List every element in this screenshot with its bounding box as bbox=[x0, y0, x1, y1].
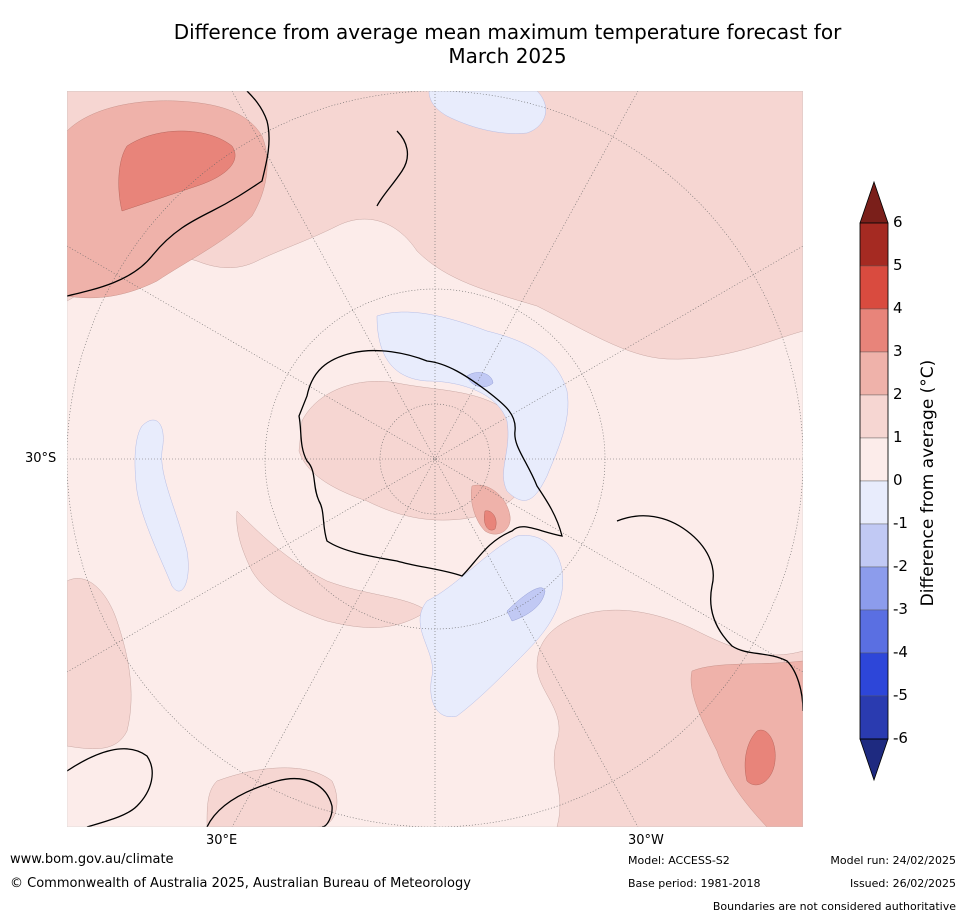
colorbar-tick-label: 0 bbox=[893, 471, 903, 489]
region-cool-0-1-west bbox=[134, 419, 189, 592]
region-cool-1-2-drake bbox=[466, 372, 494, 388]
region-warm-2-3-weddell bbox=[471, 484, 511, 535]
coastline-australia bbox=[67, 91, 270, 297]
colorbar-segment bbox=[859, 351, 889, 396]
coastline-southern-africa bbox=[67, 748, 153, 827]
colorbar-tick-label: -5 bbox=[893, 686, 908, 704]
colorbar-segment bbox=[859, 437, 889, 482]
colorbar-segment bbox=[859, 609, 889, 654]
footer-website[interactable]: www.bom.gov.au/climate bbox=[10, 852, 174, 867]
map-title: Difference from average mean maximum tem… bbox=[0, 20, 965, 68]
coastline-antarctica bbox=[298, 349, 563, 577]
colorbar-tick-label: 4 bbox=[893, 299, 903, 317]
colorbar-tick-label: -4 bbox=[893, 643, 908, 661]
coastline-africa-east bbox=[206, 777, 333, 827]
footer-copyright: © Commonwealth of Australia 2025, Austra… bbox=[10, 876, 471, 891]
colorbar-segment bbox=[859, 308, 889, 353]
coastline-south-america bbox=[616, 515, 803, 712]
colorbar-tick-label: 5 bbox=[893, 256, 903, 274]
colorbar-tick-label: 3 bbox=[893, 342, 903, 360]
region-cool-0-1-southatlantic bbox=[419, 535, 564, 718]
region-warm-1-2-southwest bbox=[206, 767, 338, 827]
temperature-anomaly-map[interactable] bbox=[67, 91, 803, 827]
colorbar-segment bbox=[859, 222, 889, 267]
footer-disclaimer: Boundaries are not considered authoritat… bbox=[712, 900, 956, 913]
footer-model-run: Model run: 24/02/2025 bbox=[830, 854, 956, 867]
region-warm-3-4-north bbox=[118, 130, 236, 212]
coastlines bbox=[67, 91, 803, 827]
region-warm-1-2-southindian bbox=[236, 510, 428, 628]
title-line-2: March 2025 bbox=[448, 44, 567, 68]
graticule bbox=[67, 91, 803, 827]
region-warm-3-4-southamerica bbox=[744, 729, 776, 786]
coastline-new-zealand bbox=[376, 130, 409, 207]
colorbar-segment bbox=[859, 394, 889, 439]
colorbar-tick-label: -2 bbox=[893, 557, 908, 575]
colorbar-segment bbox=[859, 265, 889, 310]
title-line-1: Difference from average mean maximum tem… bbox=[173, 20, 842, 44]
colorbar-tick-label: -1 bbox=[893, 514, 908, 532]
colorbar-segment bbox=[859, 652, 889, 697]
footer-base-period: Base period: 1981-2018 bbox=[628, 877, 761, 890]
colorbar-tick-label: -6 bbox=[893, 729, 908, 747]
region-warm-2-3-southamerica bbox=[690, 660, 803, 827]
footer-model: Model: ACCESS-S2 bbox=[628, 854, 730, 867]
region-warm-3-4-weddell bbox=[484, 510, 497, 531]
longitude-label-30e: 30°E bbox=[206, 833, 238, 848]
colorbar-extend-bottom bbox=[859, 738, 889, 782]
longitude-label-30w: 30°W bbox=[628, 833, 664, 848]
colorbar-extend-top bbox=[859, 180, 889, 224]
colorbar-tick-label: -3 bbox=[893, 600, 908, 618]
colorbar-tick-label: 1 bbox=[893, 428, 903, 446]
colorbar-title: Difference from average (°C) bbox=[918, 359, 938, 607]
colorbar bbox=[859, 180, 889, 782]
footer-issued: Issued: 26/02/2025 bbox=[849, 877, 956, 890]
colorbar-segment bbox=[859, 480, 889, 525]
colorbar-segment bbox=[859, 523, 889, 568]
colorbar-segment bbox=[859, 566, 889, 611]
latitude-label-30s: 30°S bbox=[25, 451, 57, 466]
region-warm-1-2-west bbox=[67, 578, 132, 750]
colorbar-tick-label: 6 bbox=[893, 213, 903, 231]
colorbar-segment bbox=[859, 695, 889, 740]
colorbar-tick-label: 2 bbox=[893, 385, 903, 403]
